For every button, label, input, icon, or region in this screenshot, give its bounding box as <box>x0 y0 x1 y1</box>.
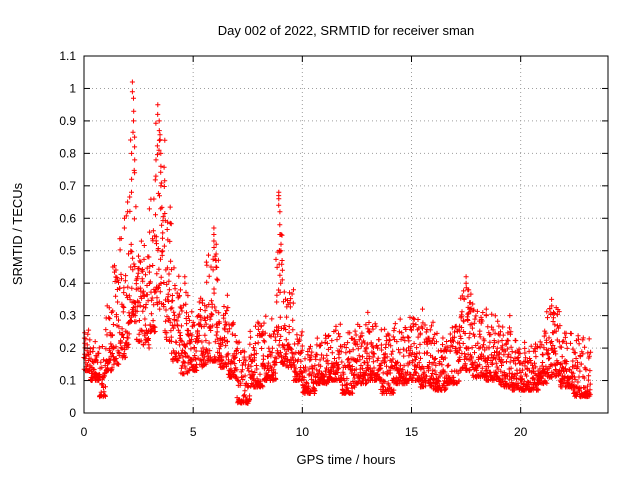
x-tick-label: 5 <box>190 425 197 439</box>
y-tick-label: 0.4 <box>59 276 76 290</box>
y-tick-label: 0.7 <box>59 179 76 193</box>
y-tick-label: 0.9 <box>59 114 76 128</box>
x-tick-label: 20 <box>514 425 528 439</box>
x-tick-labels: 0 5 10 15 20 <box>81 425 528 439</box>
y-tick-label: 0.2 <box>59 341 76 355</box>
y-tick-label: 1 <box>69 81 76 95</box>
y-tick-label: 0 <box>69 406 76 420</box>
y-tick-label: 0.8 <box>59 146 76 160</box>
plot-frame <box>83 55 609 414</box>
axis-ticks <box>83 55 608 414</box>
x-tick-label: 15 <box>405 425 419 439</box>
y-tick-labels: 0 0.1 0.2 0.3 0.4 0.5 0.6 0.7 0.8 0.9 1 1.1 <box>59 49 76 420</box>
x-axis-label: GPS time / hours <box>297 452 396 467</box>
scatter-markers <box>81 79 594 406</box>
x-tick-label: 10 <box>296 425 310 439</box>
y-tick-label: 0.1 <box>59 374 76 388</box>
x-tick-label: 0 <box>81 425 88 439</box>
y-axis-label: SRMTID / TECUs <box>10 182 25 285</box>
y-tick-label: 1.1 <box>59 49 76 63</box>
data-points <box>81 79 594 406</box>
y-tick-label: 0.6 <box>59 211 76 225</box>
chart-title: Day 002 of 2022, SRMTID for receiver sma… <box>218 23 475 38</box>
y-tick-label: 0.5 <box>59 244 76 258</box>
y-tick-label: 0.3 <box>59 309 76 323</box>
